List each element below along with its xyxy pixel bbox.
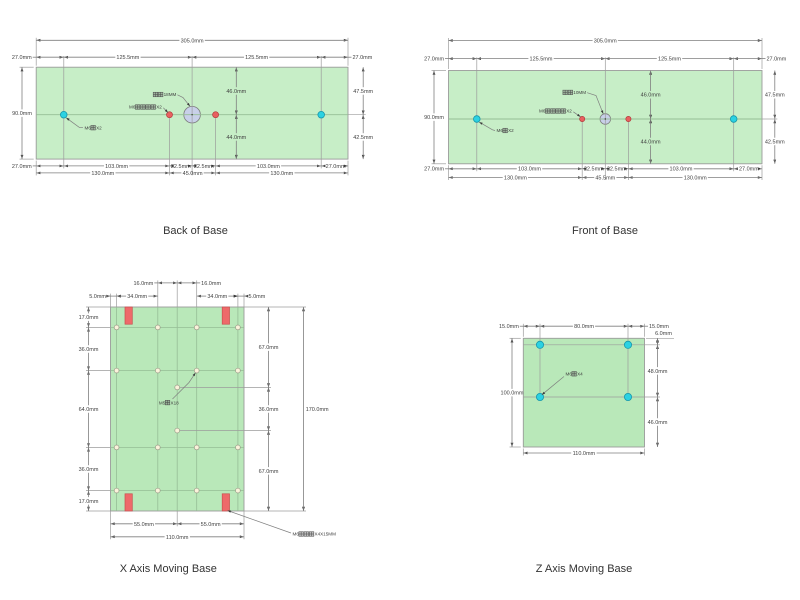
svg-text:5.0mm: 5.0mm	[89, 294, 106, 300]
svg-text:M6: M6	[129, 105, 136, 110]
svg-text:27.0mm: 27.0mm	[12, 164, 32, 170]
svg-text:67.0mm: 67.0mm	[259, 469, 279, 475]
svg-text:130.0mm: 130.0mm	[684, 176, 707, 182]
svg-text:130.0mm: 130.0mm	[504, 176, 527, 182]
svg-text:47.5mm: 47.5mm	[353, 89, 373, 95]
svg-text:17.0mm: 17.0mm	[79, 499, 99, 505]
svg-text:36.0mm: 36.0mm	[79, 467, 99, 473]
svg-text:110.0mm: 110.0mm	[573, 451, 596, 457]
svg-text:80.0mm: 80.0mm	[574, 324, 594, 330]
svg-text:44.0mm: 44.0mm	[226, 135, 246, 141]
svg-text:100.0mm: 100.0mm	[501, 391, 524, 397]
svg-text:27.0mm: 27.0mm	[766, 57, 786, 63]
svg-text:X4: X4	[577, 372, 583, 377]
svg-text:34.0mm: 34.0mm	[207, 294, 227, 300]
svg-text:27.0mm: 27.0mm	[424, 57, 444, 63]
svg-text:X2: X2	[156, 105, 162, 110]
svg-text:125.5mm: 125.5mm	[116, 55, 139, 61]
svg-text:47.5mm: 47.5mm	[765, 93, 785, 99]
svg-text:15.0mm: 15.0mm	[499, 324, 519, 330]
svg-text:Front of Base: Front of Base	[572, 225, 638, 237]
svg-text:M6: M6	[85, 125, 92, 130]
svg-text:125.5mm: 125.5mm	[530, 57, 553, 63]
svg-text:36.0mm: 36.0mm	[259, 407, 279, 413]
svg-text:46.0mm: 46.0mm	[226, 89, 246, 95]
svg-text:Z Axis Moving Base: Z Axis Moving Base	[536, 563, 633, 575]
svg-text:16.0mm: 16.0mm	[133, 281, 153, 287]
svg-text:103.0mm: 103.0mm	[257, 164, 280, 170]
svg-text:5.0mm: 5.0mm	[248, 294, 265, 300]
svg-text:45.5mm: 45.5mm	[595, 176, 615, 182]
svg-text:170.0mm: 170.0mm	[306, 407, 329, 413]
svg-text:125.5mm: 125.5mm	[658, 57, 681, 63]
svg-text:15.0mm: 15.0mm	[649, 324, 669, 330]
svg-text:36.0mm: 36.0mm	[79, 347, 99, 353]
svg-text:90.0mm: 90.0mm	[424, 115, 444, 121]
svg-text:Back of Base: Back of Base	[163, 225, 228, 237]
svg-text:90.0mm: 90.0mm	[12, 111, 32, 117]
svg-text:M6: M6	[566, 372, 573, 377]
svg-text:67.0mm: 67.0mm	[259, 345, 279, 351]
svg-text:M6: M6	[497, 128, 504, 133]
svg-text:27.0mm: 27.0mm	[739, 167, 759, 173]
svg-text:103.0mm: 103.0mm	[518, 167, 541, 173]
svg-text:M5: M5	[159, 400, 166, 405]
svg-text:17.0mm: 17.0mm	[79, 315, 99, 321]
svg-text:X18: X18	[171, 400, 180, 405]
svg-text:42.5mm: 42.5mm	[765, 139, 785, 145]
svg-text:46.0mm: 46.0mm	[648, 420, 668, 426]
svg-text:42.5mm: 42.5mm	[353, 135, 373, 141]
svg-text:64.0mm: 64.0mm	[79, 407, 99, 413]
svg-text:X2: X2	[508, 128, 514, 133]
svg-text:X4X15MM: X4X15MM	[315, 532, 337, 537]
svg-text:22.5mm: 22.5mm	[171, 164, 191, 170]
svg-text:103.0mm: 103.0mm	[670, 167, 693, 173]
svg-text:16.0mm: 16.0mm	[201, 281, 221, 287]
svg-text:22.5mm: 22.5mm	[607, 167, 627, 173]
svg-text:103.0mm: 103.0mm	[105, 164, 128, 170]
svg-text:34.0mm: 34.0mm	[127, 294, 147, 300]
svg-text:22.5mm: 22.5mm	[194, 164, 214, 170]
svg-text:125.5mm: 125.5mm	[245, 55, 268, 61]
svg-text:305.0mm: 305.0mm	[181, 38, 204, 44]
svg-text:27.0mm: 27.0mm	[352, 55, 372, 61]
svg-text:27.0mm: 27.0mm	[326, 164, 346, 170]
svg-text:45.0mm: 45.0mm	[183, 171, 203, 177]
svg-text:6.0mm: 6.0mm	[655, 331, 672, 337]
svg-text:305.0mm: 305.0mm	[594, 39, 617, 45]
svg-text:44.0mm: 44.0mm	[641, 139, 661, 145]
svg-text:X Axis Moving Base: X Axis Moving Base	[120, 563, 217, 575]
svg-text:130.0mm: 130.0mm	[91, 171, 114, 177]
svg-text:18MM: 18MM	[164, 92, 177, 97]
svg-text:M6: M6	[539, 109, 546, 114]
svg-text:X2: X2	[566, 109, 572, 114]
svg-text:27.0mm: 27.0mm	[424, 167, 444, 173]
svg-text:10MM: 10MM	[573, 90, 586, 95]
svg-text:110.0mm: 110.0mm	[166, 535, 189, 541]
svg-text:27.0mm: 27.0mm	[12, 55, 32, 61]
svg-text:X2: X2	[96, 125, 102, 130]
svg-text:M6: M6	[293, 532, 300, 537]
svg-text:22.5mm: 22.5mm	[584, 167, 604, 173]
svg-text:55.0mm: 55.0mm	[201, 522, 221, 528]
svg-text:46.0mm: 46.0mm	[641, 93, 661, 99]
svg-text:55.0mm: 55.0mm	[134, 522, 154, 528]
svg-text:130.0mm: 130.0mm	[270, 171, 293, 177]
svg-text:48.0mm: 48.0mm	[648, 369, 668, 375]
